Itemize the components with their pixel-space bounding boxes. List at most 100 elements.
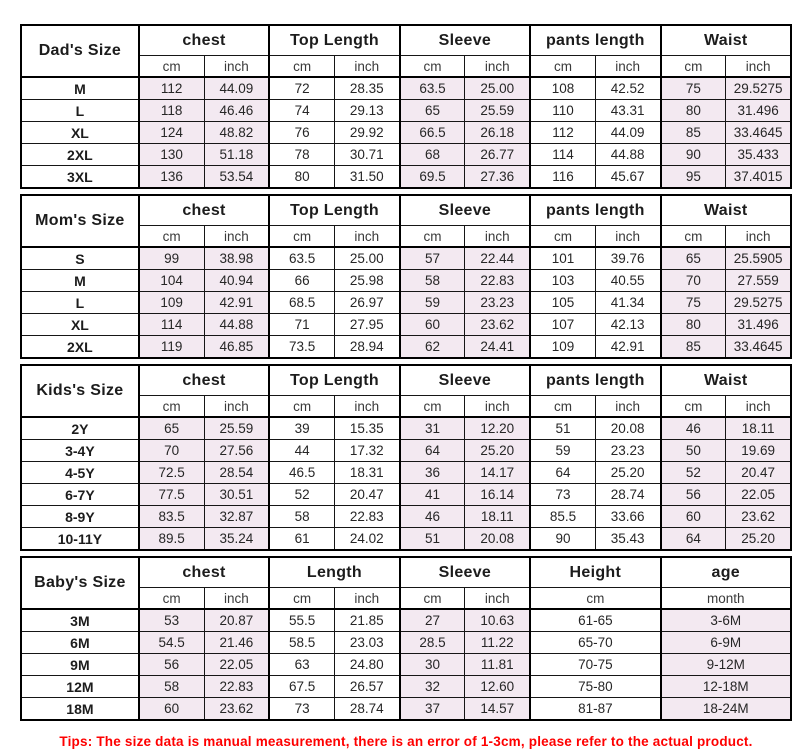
unit-header: cm xyxy=(529,55,596,78)
value-cell: 85 xyxy=(659,335,727,359)
table-header: Dad's Size chest Top Length Sleeve pants len… xyxy=(20,24,792,78)
value-cell: 25.20 xyxy=(464,439,531,462)
value-cell: 31.496 xyxy=(725,313,792,336)
value-cell: 63.5 xyxy=(398,76,466,100)
value-cell: 41 xyxy=(398,483,466,506)
size-row-label: 6M xyxy=(20,631,140,654)
table-row: 9M 56 22.05 63 24.80 30 11.81 70-75 9-12M xyxy=(20,653,792,676)
unit-header: inch xyxy=(203,55,270,78)
value-cell: 22.05 xyxy=(725,483,792,506)
value-cell: 58 xyxy=(268,505,335,528)
value-cell: 9-12M xyxy=(659,653,792,676)
value-cell: 64 xyxy=(398,439,466,462)
value-cell: 39 xyxy=(268,416,335,440)
value-cell: 44.88 xyxy=(203,313,270,336)
value-cell: 31.50 xyxy=(333,165,401,189)
table-row: 2XL 130 51.18 78 30.71 68 26.77 114 44.88 90 35.43… xyxy=(20,143,792,166)
group-header-row: Baby's Size chest Length Sleeve Height age xyxy=(20,556,792,610)
table-row: 10-11Y 89.5 35.24 61 24.02 51 20.08 90 35.43 64 25… xyxy=(20,527,792,551)
column-group-header: chest xyxy=(137,364,270,396)
value-cell: 39.76 xyxy=(594,246,662,270)
value-cell: 65 xyxy=(659,246,727,270)
value-cell: 16.14 xyxy=(464,483,531,506)
value-cell: 73 xyxy=(529,483,596,506)
value-cell: 114 xyxy=(529,143,596,166)
value-cell: 40.55 xyxy=(594,269,662,292)
value-cell: 12.20 xyxy=(464,416,531,440)
value-cell: 31.496 xyxy=(725,99,792,122)
table-row: XL 124 48.82 76 29.92 66.5 26.18 112 44.09 85 33.4… xyxy=(20,121,792,144)
value-cell: 73.5 xyxy=(268,335,335,359)
value-cell: 42.91 xyxy=(203,291,270,314)
table-row: XL 114 44.88 71 27.95 60 23.62 107 42.13 80 31.496 xyxy=(20,313,792,336)
unit-header: inch xyxy=(203,225,270,248)
value-cell: 66.5 xyxy=(398,121,466,144)
size-row-label: 6-7Y xyxy=(20,483,140,506)
section-title: Baby's Size xyxy=(20,556,140,610)
size-row-label: 3XL xyxy=(20,165,140,189)
value-cell: 63 xyxy=(268,653,335,676)
table-row: 6-7Y 77.5 30.51 52 20.47 41 16.14 73 28.74 56 22.0… xyxy=(20,483,792,506)
value-cell: 30.51 xyxy=(203,483,270,506)
value-cell: 27.36 xyxy=(464,165,531,189)
value-cell: 52 xyxy=(659,461,727,484)
value-cell: 3-6M xyxy=(659,608,792,632)
unit-header: inch xyxy=(333,55,401,78)
size-row-label: 12M xyxy=(20,675,140,698)
table-row: 3-4Y 70 27.56 44 17.32 64 25.20 59 23.23 50 19.69 xyxy=(20,439,792,462)
value-cell: 114 xyxy=(137,313,205,336)
value-cell: 27.56 xyxy=(203,439,270,462)
value-cell: 64 xyxy=(529,461,596,484)
table-body: 2Y 65 25.59 39 15.35 31 12.20 51 20.08 46 18.11 3-4… xyxy=(20,416,792,551)
value-cell: 61-65 xyxy=(529,608,662,632)
value-cell: 22.83 xyxy=(333,505,401,528)
value-cell: 66 xyxy=(268,269,335,292)
value-cell: 51 xyxy=(529,416,596,440)
unit-header: inch xyxy=(725,395,792,418)
value-cell: 58 xyxy=(137,675,205,698)
unit-header: cm xyxy=(268,395,335,418)
value-cell: 80 xyxy=(659,99,727,122)
column-group-header: pants length xyxy=(529,194,662,226)
value-cell: 70 xyxy=(137,439,205,462)
unit-header: month xyxy=(659,587,792,610)
group-header-row: Kids's Size chest Top Length Sleeve pants le… xyxy=(20,364,792,418)
value-cell: 59 xyxy=(529,439,596,462)
unit-header: cm xyxy=(659,55,727,78)
value-cell: 6-9M xyxy=(659,631,792,654)
unit-header: inch xyxy=(333,225,401,248)
unit-header-row: cm inch cm inch cm inch cm inch cm inch xyxy=(21,395,792,418)
value-cell: 28.94 xyxy=(333,335,401,359)
value-cell: 35.24 xyxy=(203,527,270,551)
value-cell: 77.5 xyxy=(137,483,205,506)
value-cell: 25.5905 xyxy=(725,246,792,270)
section-title: Kids's Size xyxy=(20,364,140,418)
value-cell: 20.08 xyxy=(464,527,531,551)
value-cell: 80 xyxy=(268,165,335,189)
unit-header: inch xyxy=(464,395,531,418)
column-group-header: Waist xyxy=(659,194,792,226)
column-group-header: chest xyxy=(137,194,270,226)
column-group-header: chest xyxy=(137,556,270,588)
unit-header: cm xyxy=(137,225,205,248)
value-cell: 28.74 xyxy=(333,697,401,721)
value-cell: 26.97 xyxy=(333,291,401,314)
size-table-dads: Dad's Size chest Top Length Sleeve pants len… xyxy=(20,24,792,189)
value-cell: 63.5 xyxy=(268,246,335,270)
value-cell: 60 xyxy=(137,697,205,721)
column-group-header: Waist xyxy=(659,364,792,396)
value-cell: 65-70 xyxy=(529,631,662,654)
value-cell: 70-75 xyxy=(529,653,662,676)
table-row: L 109 42.91 68.5 26.97 59 23.23 105 41.34 75 29.52… xyxy=(20,291,792,314)
value-cell: 21.46 xyxy=(203,631,270,654)
value-cell: 58.5 xyxy=(268,631,335,654)
unit-header: cm xyxy=(659,395,727,418)
size-row-label: 2XL xyxy=(20,335,140,359)
value-cell: 29.13 xyxy=(333,99,401,122)
value-cell: 65 xyxy=(398,99,466,122)
value-cell: 119 xyxy=(137,335,205,359)
value-cell: 85.5 xyxy=(529,505,596,528)
value-cell: 25.00 xyxy=(464,76,531,100)
table-header: Baby's Size chest Length Sleeve Height age cm i… xyxy=(20,556,792,610)
unit-header: cm xyxy=(137,55,205,78)
